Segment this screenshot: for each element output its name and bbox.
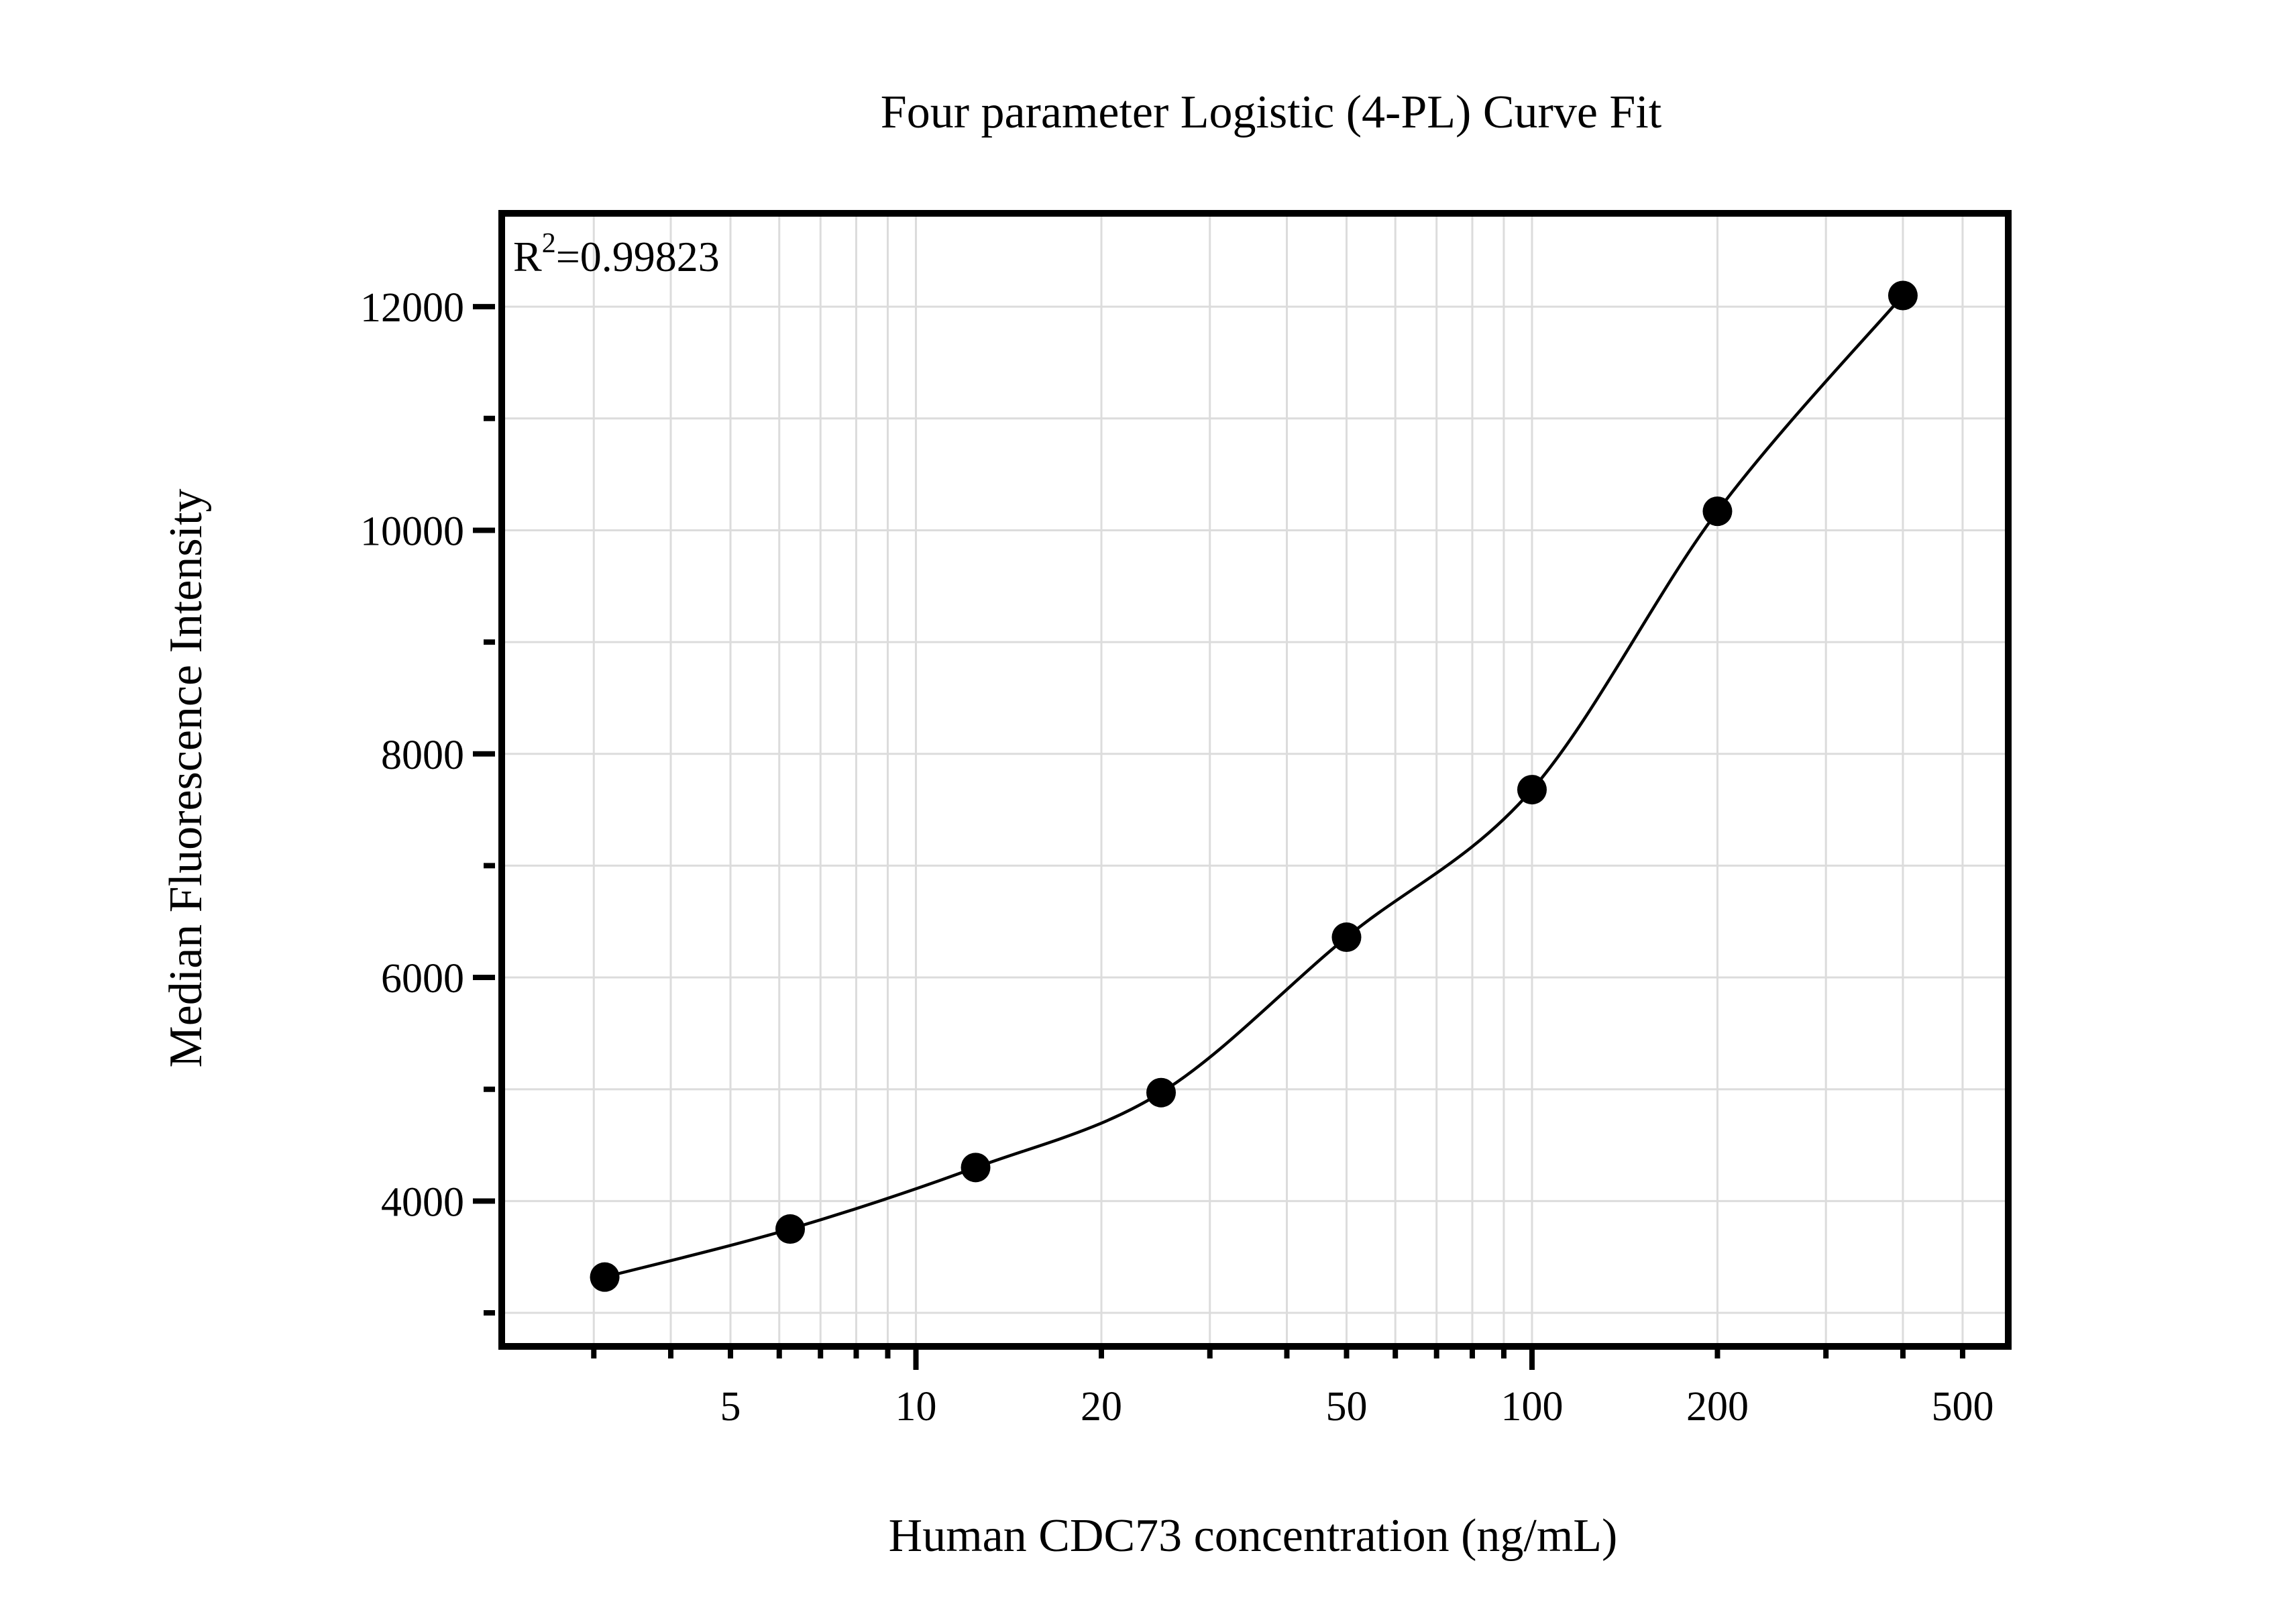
data-point-400 — [1888, 280, 1918, 311]
x-tick-label-500: 500 — [1931, 1384, 1993, 1430]
r2-superscript: 2 — [542, 228, 556, 259]
y-tick-label-10000: 10000 — [360, 509, 464, 554]
y-tick-label-8000: 8000 — [381, 733, 464, 778]
axis-ticks — [473, 304, 1965, 1370]
gridlines — [498, 210, 2008, 1346]
data-point-200 — [1702, 496, 1733, 527]
x-tick-label-50: 50 — [1325, 1384, 1367, 1430]
x-tick-label-5: 5 — [720, 1384, 741, 1430]
data-point-12.5 — [961, 1153, 991, 1183]
data-point-50 — [1331, 922, 1362, 953]
plot-border — [498, 210, 2012, 1350]
x-tick-label-200: 200 — [1686, 1384, 1749, 1430]
y-tick-label-4000: 4000 — [381, 1179, 464, 1225]
r2-base: R — [513, 233, 542, 280]
data-point-100 — [1517, 775, 1547, 805]
x-tick-label-10: 10 — [895, 1384, 937, 1430]
x-tick-label-100: 100 — [1500, 1384, 1563, 1430]
data-point-25 — [1146, 1077, 1177, 1108]
x-axis-title: Human CDC73 concentration (ng/mL) — [889, 1510, 1618, 1562]
chart-title: Four parameter Logistic (4-PL) Curve Fit — [881, 87, 1662, 138]
r-squared-annotation: R2=0.99823 — [513, 228, 720, 280]
r2-value: =0.99823 — [556, 233, 720, 280]
y-tick-label-6000: 6000 — [381, 956, 464, 1002]
data-point-6.25 — [775, 1214, 806, 1244]
y-axis-title: Median Fluorescence Intensity — [160, 488, 212, 1067]
y-tick-labels: 4000 6000 8000 10000 12000 — [360, 285, 464, 1225]
x-tick-label-20: 20 — [1081, 1384, 1122, 1430]
data-point-3.125 — [590, 1262, 620, 1292]
data-points — [590, 280, 1918, 1292]
y-tick-label-12000: 12000 — [360, 285, 464, 331]
x-tick-labels: 5 10 20 50 100 200 500 — [720, 1384, 1994, 1430]
